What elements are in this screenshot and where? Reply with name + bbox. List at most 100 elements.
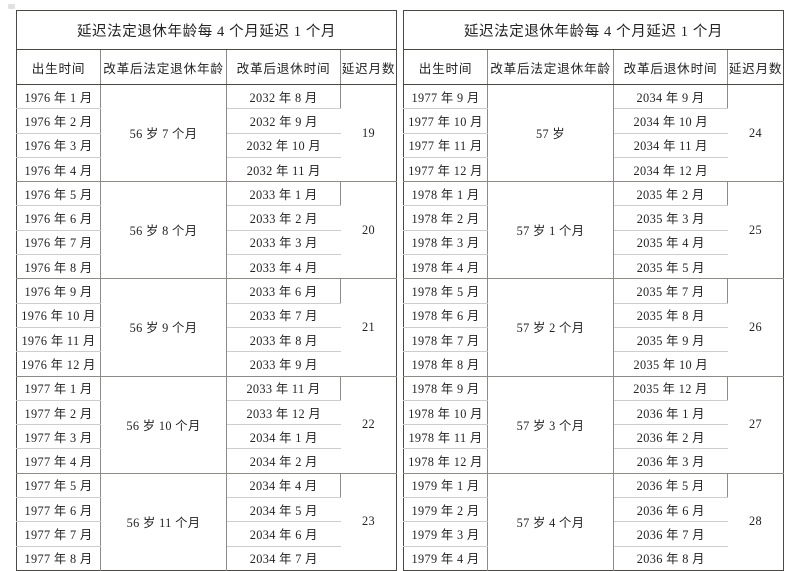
cell-retirement-time: 2036 年 2 月 <box>613 424 728 450</box>
cell-retirement-time: 2033 年 11 月 <box>226 376 341 401</box>
cell-retirement-time: 2035 年 4 月 <box>613 230 728 256</box>
cell-retirement-time: 2033 年 3 月 <box>226 230 341 256</box>
cell-birth-date: 1977 年 10 月 <box>403 108 488 134</box>
cell-retirement-time: 2034 年 4 月 <box>226 473 341 499</box>
table-row: 1976 年 1 月 56 岁 7 个月 2032 年 8 月 19 <box>16 84 397 183</box>
table-row: 1976 年 12 月 2033 年 9 月 <box>16 351 397 377</box>
cell-birth-date: 1978 年 7 月 <box>403 327 488 353</box>
column-header-0: 出生时间 <box>16 49 101 85</box>
cell-birth-date: 1977 年 9 月 <box>403 84 488 110</box>
cell-retirement-age: 57 岁 1 个月 <box>487 181 614 280</box>
cell-retirement-time: 2034 年 9 月 <box>613 84 728 110</box>
cell-retirement-time: 2034 年 10 月 <box>613 108 728 134</box>
cell-birth-date: 1978 年 6 月 <box>403 303 488 328</box>
cell-retirement-time: 2035 年 9 月 <box>613 327 728 353</box>
cell-retirement-time: 2036 年 1 月 <box>613 400 728 426</box>
cell-retirement-time: 2032 年 11 月 <box>226 157 341 183</box>
column-header-2: 改革后退休时间 <box>226 49 341 85</box>
cell-retirement-time: 2034 年 7 月 <box>226 546 341 571</box>
table-row: 1978 年 6 月 2035 年 8 月 <box>403 303 784 328</box>
table-row: 1977 年 9 月 57 岁 2034 年 9 月 24 <box>403 84 784 183</box>
cell-birth-date: 1979 年 1 月 <box>403 473 488 499</box>
cell-birth-date: 1978 年 1 月 <box>403 181 488 207</box>
cell-birth-date: 1979 年 4 月 <box>403 546 488 571</box>
cell-retirement-age: 57 岁 2 个月 <box>487 278 614 377</box>
cell-retirement-age: 56 岁 7 个月 <box>100 84 227 183</box>
table-row: 1976 年 6 月 2033 年 2 月 <box>16 205 397 231</box>
column-header-3: 延迟月数 <box>727 49 784 85</box>
table-row: 1978 年 4 月 2035 年 5 月 <box>403 254 784 280</box>
cell-birth-date: 1976 年 9 月 <box>16 278 101 304</box>
cell-birth-date: 1977 年 2 月 <box>16 400 101 426</box>
table-title-row: 延迟法定退休年龄每 4 个月延迟 1 个月 <box>16 10 397 50</box>
cell-retirement-time: 2034 年 1 月 <box>226 424 341 450</box>
table-row: 1978 年 7 月 2035 年 9 月 <box>403 327 784 353</box>
cell-birth-date: 1979 年 3 月 <box>403 521 488 547</box>
cell-birth-date: 1978 年 11 月 <box>403 424 488 450</box>
cell-birth-date: 1977 年 11 月 <box>403 133 488 158</box>
cell-retirement-time: 2032 年 9 月 <box>226 108 341 134</box>
cell-retirement-age: 57 岁 4 个月 <box>487 473 614 571</box>
cell-retirement-time: 2032 年 10 月 <box>226 133 341 158</box>
cell-retirement-time: 2035 年 7 月 <box>613 278 728 304</box>
column-header-2: 改革后退休时间 <box>613 49 728 85</box>
cell-birth-date: 1976 年 11 月 <box>16 327 101 353</box>
table-row: 1976 年 7 月 2033 年 3 月 <box>16 230 397 256</box>
table-row: 1977 年 12 月 2034 年 12 月 <box>403 157 784 183</box>
table-row: 1976 年 5 月 56 岁 8 个月 2033 年 1 月 20 <box>16 181 397 280</box>
cell-retirement-time: 2036 年 3 月 <box>613 448 728 474</box>
cell-birth-date: 1976 年 2 月 <box>16 108 101 134</box>
cell-retirement-time: 2033 年 12 月 <box>226 400 341 426</box>
cell-birth-date: 1977 年 3 月 <box>16 424 101 450</box>
cell-birth-date: 1978 年 2 月 <box>403 205 488 231</box>
table-row: 1978 年 3 月 2035 年 4 月 <box>403 230 784 256</box>
cell-birth-date: 1978 年 4 月 <box>403 254 488 280</box>
cell-delay-months: 20 <box>340 181 397 280</box>
cell-delay-months: 23 <box>340 473 397 571</box>
table-row: 1977 年 7 月 2034 年 6 月 <box>16 521 397 547</box>
table-header-row: 出生时间 改革后法定退休年龄 改革后退休时间 延迟月数 <box>16 49 397 85</box>
cell-retirement-time: 2036 年 7 月 <box>613 521 728 547</box>
table-row: 1979 年 1 月 57 岁 4 个月 2036 年 5 月 28 <box>403 473 784 571</box>
table-row: 1977 年 4 月 2034 年 2 月 <box>16 448 397 474</box>
cell-birth-date: 1976 年 5 月 <box>16 181 101 207</box>
retirement-table-left: 延迟法定退休年龄每 4 个月延迟 1 个月 出生时间 改革后法定退休年龄 改革后退休时… <box>16 10 397 571</box>
retirement-table-right: 延迟法定退休年龄每 4 个月延迟 1 个月 出生时间 改革后法定退休年龄 改革后退休时… <box>403 10 784 571</box>
cell-retirement-time: 2033 年 7 月 <box>226 303 341 328</box>
cell-retirement-time: 2034 年 5 月 <box>226 497 341 523</box>
table-row: 1976 年 11 月 2033 年 8 月 <box>16 327 397 353</box>
cell-retirement-time: 2034 年 6 月 <box>226 521 341 547</box>
cell-retirement-time: 2034 年 11 月 <box>613 133 728 158</box>
cell-birth-date: 1976 年 8 月 <box>16 254 101 280</box>
cell-delay-months: 25 <box>727 181 784 280</box>
cell-birth-date: 1978 年 10 月 <box>403 400 488 426</box>
cell-retirement-time: 2033 年 9 月 <box>226 351 341 377</box>
table-row: 1978 年 11 月 2036 年 2 月 <box>403 424 784 450</box>
cell-birth-date: 1976 年 7 月 <box>16 230 101 256</box>
cell-retirement-age: 57 岁 3 个月 <box>487 376 614 474</box>
cell-retirement-time: 2035 年 8 月 <box>613 303 728 328</box>
cell-retirement-age: 56 岁 9 个月 <box>100 278 227 377</box>
cell-retirement-time: 2033 年 2 月 <box>226 205 341 231</box>
column-header-0: 出生时间 <box>403 49 488 85</box>
cell-retirement-time: 2033 年 6 月 <box>226 278 341 304</box>
table-row: 1977 年 6 月 2034 年 5 月 <box>16 497 397 523</box>
table-row: 1976 年 10 月 2033 年 7 月 <box>16 303 397 328</box>
cell-delay-months: 21 <box>340 278 397 377</box>
table-row: 1977 年 3 月 2034 年 1 月 <box>16 424 397 450</box>
table-title: 延迟法定退休年龄每 4 个月延迟 1 个月 <box>403 10 784 50</box>
cell-delay-months: 28 <box>727 473 784 571</box>
cell-birth-date: 1978 年 5 月 <box>403 278 488 304</box>
cell-birth-date: 1977 年 4 月 <box>16 448 101 474</box>
cell-retirement-time: 2035 年 3 月 <box>613 205 728 231</box>
table-row: 1977 年 1 月 56 岁 10 个月 2033 年 11 月 22 <box>16 376 397 474</box>
cell-retirement-age: 57 岁 <box>487 84 614 183</box>
table-row: 1979 年 3 月 2036 年 7 月 <box>403 521 784 547</box>
table-row: 1978 年 2 月 2035 年 3 月 <box>403 205 784 231</box>
cell-birth-date: 1977 年 7 月 <box>16 521 101 547</box>
table-row: 1978 年 8 月 2035 年 10 月 <box>403 351 784 377</box>
table-row: 1978 年 5 月 57 岁 2 个月 2035 年 7 月 26 <box>403 278 784 377</box>
cell-birth-date: 1977 年 5 月 <box>16 473 101 499</box>
table-row: 1978 年 9 月 57 岁 3 个月 2035 年 12 月 27 <box>403 376 784 474</box>
